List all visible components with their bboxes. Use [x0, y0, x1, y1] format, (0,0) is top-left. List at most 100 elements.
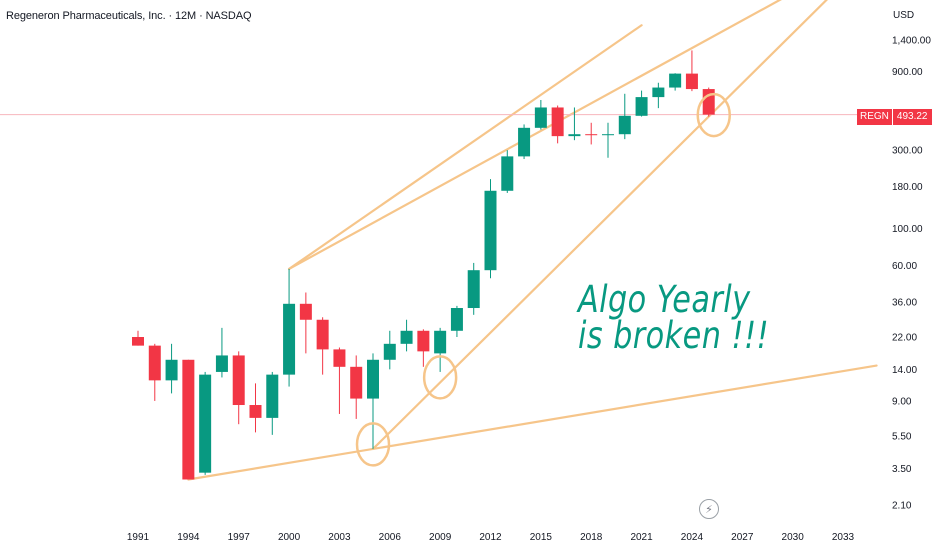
candle-body — [249, 405, 262, 418]
x-tick-label: 1991 — [127, 532, 150, 543]
candle-body — [367, 359, 379, 399]
x-tick-label: 2021 — [630, 532, 653, 543]
candle-body — [450, 308, 463, 331]
candle-body — [685, 73, 698, 90]
candle-body — [165, 359, 178, 381]
y-tick-label: 36.00 — [892, 297, 917, 308]
candle-1993 — [165, 343, 178, 394]
candle-body — [484, 190, 497, 271]
chart-title: Regeneron Pharmaceuticals, Inc. · 12M · … — [6, 10, 252, 22]
candle-1997 — [232, 351, 245, 425]
candle-body — [333, 349, 346, 367]
candle-body — [602, 134, 614, 136]
candle-body — [501, 156, 514, 191]
candle-2012 — [484, 179, 497, 279]
candle-body — [182, 359, 195, 480]
x-tick-label: 1997 — [228, 532, 251, 543]
candle-2018 — [585, 122, 598, 145]
candle-1999 — [266, 371, 279, 435]
candle-body — [283, 303, 296, 375]
candle-body — [417, 330, 430, 352]
candle-body — [618, 115, 631, 135]
lightning-icon[interactable]: ⚡ — [699, 499, 719, 519]
candle-2019 — [602, 122, 614, 158]
candle-2007 — [400, 319, 413, 352]
x-tick-label: 1994 — [177, 532, 200, 543]
candle-2016 — [551, 105, 564, 144]
y-tick-label: 300.00 — [892, 146, 923, 157]
candle-body — [467, 270, 480, 309]
y-tick-label: 60.00 — [892, 261, 917, 272]
candle-1995 — [199, 371, 212, 475]
y-tick-label: 3.50 — [892, 464, 912, 475]
candle-body — [199, 374, 212, 473]
candle-body — [635, 97, 648, 116]
annotation-line-1: Algo Yearly — [578, 278, 751, 321]
candle-2008 — [417, 329, 430, 367]
candle-2003 — [333, 347, 346, 414]
candle-2017 — [568, 107, 581, 141]
candle-1996 — [215, 327, 228, 378]
price-tag-symbol: REGN — [857, 109, 892, 125]
candle-2010 — [450, 305, 463, 338]
candle-2014 — [518, 124, 531, 160]
candle-2006 — [383, 330, 396, 370]
rising-support-line — [371, 0, 828, 451]
y-tick-label: 9.00 — [892, 396, 912, 407]
candle-1991 — [132, 330, 144, 346]
x-tick-label: 2015 — [530, 532, 553, 543]
candle-2015 — [534, 99, 547, 130]
candle-body — [350, 366, 363, 399]
candle-body — [299, 303, 312, 320]
x-tick-label: 2033 — [832, 532, 855, 543]
touch-circle-2009 — [422, 355, 458, 400]
candle-body — [215, 355, 228, 372]
candle-body — [652, 87, 665, 98]
candle-body — [316, 319, 329, 350]
candle-body — [568, 134, 581, 137]
candle-2004 — [350, 355, 363, 419]
candle-body — [518, 127, 531, 157]
price-tag-value: 493.22 — [892, 109, 932, 125]
x-tick-label: 2024 — [681, 532, 704, 543]
x-tick-label: 2018 — [580, 532, 603, 543]
annotation-line-2: is broken !!! — [578, 314, 770, 357]
touch-circle-2025 — [696, 92, 731, 138]
x-tick-label: 2012 — [479, 532, 502, 543]
candle-2009 — [434, 327, 447, 372]
x-tick-label: 2009 — [429, 532, 452, 543]
candle-2002 — [316, 317, 329, 375]
candle-2011 — [467, 262, 480, 315]
y-tick-label: 2.10 — [892, 501, 912, 512]
candle-2023 — [669, 73, 682, 91]
y-tick-label: 900.00 — [892, 67, 923, 78]
y-tick-label: 100.00 — [892, 224, 923, 235]
candle-body — [400, 330, 413, 344]
long-term-support-line — [187, 364, 878, 481]
y-tick-label: 1,400.00 — [892, 36, 931, 47]
candle-body — [266, 374, 279, 418]
last-price-tag: REGN 493.22 — [857, 109, 932, 125]
touch-circle-2005 — [355, 422, 391, 467]
x-tick-label: 2027 — [731, 532, 754, 543]
candle-body — [434, 330, 447, 354]
x-tick-label: 2006 — [379, 532, 402, 543]
annotation-text: Algo Yearly is broken !!! — [578, 278, 770, 357]
x-tick-label: 2000 — [278, 532, 301, 543]
upper-channel-line — [287, 24, 643, 271]
candle-body — [232, 355, 245, 406]
x-tick-label: 2003 — [328, 532, 351, 543]
candle-2025 — [702, 87, 715, 117]
candle-2013 — [501, 150, 514, 193]
candle-1992 — [148, 343, 161, 401]
candle-2005 — [367, 353, 379, 449]
candle-2001 — [299, 292, 312, 354]
candle-2020 — [618, 93, 631, 140]
candle-1998 — [249, 383, 262, 433]
candle-body — [132, 337, 144, 346]
candle-body — [551, 107, 564, 137]
candle-body — [148, 345, 161, 381]
y-tick-label: 180.00 — [892, 182, 923, 193]
